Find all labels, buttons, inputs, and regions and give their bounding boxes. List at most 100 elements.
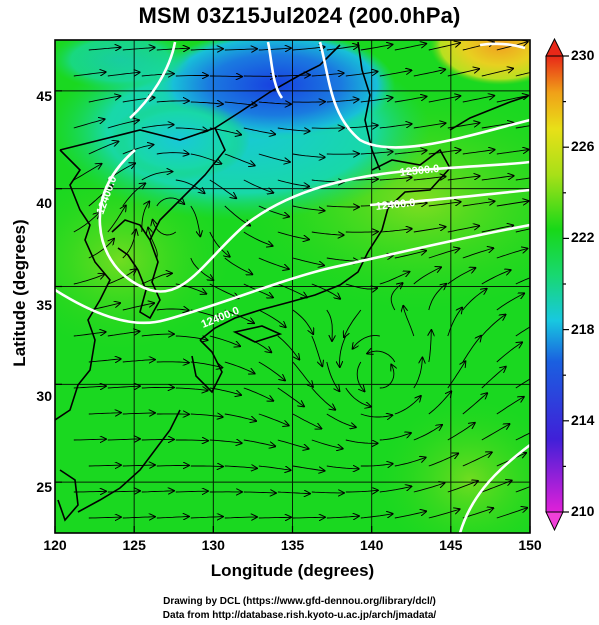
streamline bbox=[209, 440, 242, 443]
x-tick-label: 120 bbox=[43, 537, 67, 553]
streamline bbox=[73, 386, 106, 388]
streamline bbox=[428, 391, 452, 415]
streamline bbox=[156, 198, 184, 207]
streamline bbox=[326, 466, 359, 469]
streamline bbox=[258, 102, 291, 104]
contour-line-north-middle bbox=[266, 41, 284, 99]
streamline bbox=[326, 206, 359, 207]
streamline bbox=[390, 283, 402, 311]
streamline bbox=[258, 153, 290, 162]
streamline bbox=[88, 96, 121, 103]
streamline bbox=[292, 205, 325, 211]
streamline bbox=[345, 125, 378, 128]
streamline bbox=[141, 491, 174, 492]
primorye-coast bbox=[149, 127, 226, 241]
streamline bbox=[88, 47, 121, 50]
streamline bbox=[413, 483, 445, 493]
streamline bbox=[345, 283, 377, 289]
streamline bbox=[73, 72, 106, 77]
streamline bbox=[224, 361, 255, 374]
streamline bbox=[73, 332, 106, 337]
contour-label-north: 12300.0 bbox=[399, 163, 440, 179]
streamline bbox=[344, 309, 362, 337]
colorbar-scale bbox=[545, 55, 564, 513]
streamline bbox=[428, 284, 446, 311]
streamline bbox=[224, 309, 254, 323]
streamline bbox=[496, 201, 529, 207]
streamline bbox=[122, 145, 154, 155]
asia-mainland-north bbox=[59, 44, 341, 151]
streamline bbox=[73, 213, 99, 233]
streamline bbox=[153, 220, 177, 236]
streamline bbox=[496, 150, 529, 155]
streamline bbox=[496, 249, 528, 259]
contour-line-west bbox=[98, 149, 530, 293]
streamline bbox=[429, 330, 432, 363]
streamline bbox=[428, 43, 460, 51]
streamline bbox=[345, 490, 378, 492]
streamline bbox=[156, 101, 189, 102]
colorbar-tick-label: 214 bbox=[571, 412, 595, 428]
streamline bbox=[481, 481, 512, 493]
streamline bbox=[447, 308, 462, 337]
streamline bbox=[277, 179, 309, 187]
streamline bbox=[311, 439, 343, 449]
streamline bbox=[224, 153, 255, 166]
streamline bbox=[190, 205, 201, 236]
streamline bbox=[360, 152, 393, 154]
contour-line-east-edge bbox=[479, 42, 526, 50]
streamline bbox=[413, 123, 446, 129]
streamline bbox=[156, 517, 189, 519]
streamline bbox=[394, 97, 427, 103]
footer-data-source: Data from http://database.rish.kyoto-u.a… bbox=[162, 610, 437, 621]
streamline bbox=[107, 491, 140, 492]
streamline bbox=[340, 335, 347, 367]
streamline bbox=[311, 335, 323, 366]
colorbar-top-triangle bbox=[545, 37, 564, 57]
colorbar-tick-label: 230 bbox=[571, 47, 595, 63]
colorbar-tick-label: 226 bbox=[571, 138, 595, 154]
streamline bbox=[122, 48, 155, 51]
streamline bbox=[73, 119, 105, 129]
streamline bbox=[403, 306, 415, 337]
streamline bbox=[462, 336, 481, 363]
streamline bbox=[326, 154, 359, 155]
streamline bbox=[175, 388, 208, 391]
streamline bbox=[345, 387, 371, 407]
streamline bbox=[447, 268, 476, 285]
streamline bbox=[277, 283, 307, 298]
streamline bbox=[462, 289, 487, 311]
streamline bbox=[462, 150, 495, 155]
streamline bbox=[258, 309, 286, 327]
streamline bbox=[190, 49, 223, 50]
streamline bbox=[311, 128, 344, 129]
streamline bbox=[224, 517, 257, 518]
streamline bbox=[224, 102, 257, 105]
streamline bbox=[292, 309, 313, 334]
streamline bbox=[311, 232, 344, 235]
streamline bbox=[428, 453, 458, 467]
streamline bbox=[209, 76, 242, 77]
streamline bbox=[88, 359, 121, 362]
streamline bbox=[141, 172, 173, 181]
streamline bbox=[122, 303, 154, 311]
streamline bbox=[243, 179, 273, 193]
streamline bbox=[394, 150, 427, 154]
streamline bbox=[73, 274, 105, 285]
streamline bbox=[462, 393, 487, 415]
streamline bbox=[141, 125, 174, 129]
streamline bbox=[481, 123, 514, 129]
streamline bbox=[175, 128, 208, 131]
streamline bbox=[141, 439, 174, 440]
streamline bbox=[496, 397, 524, 415]
streamline bbox=[243, 231, 273, 246]
colorbar-tick-label: 210 bbox=[571, 503, 595, 519]
streamline bbox=[326, 413, 356, 427]
streamline bbox=[209, 387, 241, 395]
ryukyu-islands bbox=[77, 409, 181, 513]
streamline bbox=[481, 69, 513, 77]
streamline bbox=[156, 362, 189, 363]
streamline bbox=[107, 120, 139, 129]
streamline bbox=[88, 413, 121, 414]
streamline bbox=[141, 74, 174, 76]
